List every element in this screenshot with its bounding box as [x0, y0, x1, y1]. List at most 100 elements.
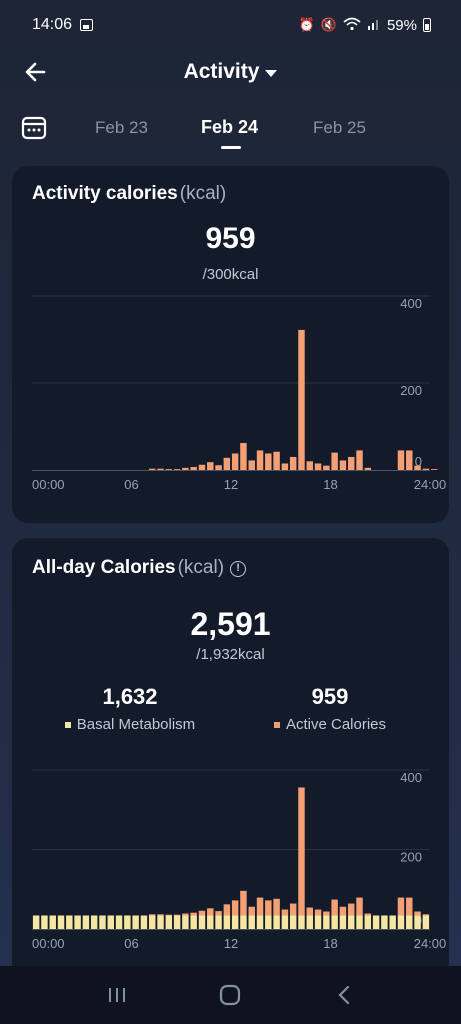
- chart-bar: [66, 915, 73, 929]
- chart-bar: [240, 890, 247, 916]
- chart-bar: [339, 906, 347, 916]
- active-calories-legend: 959 Active Calories: [260, 684, 400, 733]
- chart-bar: [256, 897, 264, 916]
- image-notification-icon: [80, 19, 94, 31]
- chart-bar: [240, 915, 247, 929]
- status-right: ⏰ 🔇 59%: [299, 17, 431, 34]
- chart-bar: [406, 897, 413, 916]
- chart-bar: [289, 903, 297, 916]
- home-icon: [220, 984, 241, 1006]
- chart-bar: [198, 915, 206, 929]
- activity-calories-card[interactable]: Activity calories (kcal) 959 /300kcal 400…: [12, 166, 449, 523]
- chart-bar: [124, 915, 131, 929]
- chart-bar: [248, 906, 255, 916]
- chart-bar: [231, 915, 239, 929]
- y-tick-label: 0: [415, 454, 422, 469]
- home-button[interactable]: [215, 980, 245, 1010]
- chart-bar: [256, 915, 264, 929]
- y-tick-label: 400: [400, 296, 422, 311]
- chart-bar: [323, 465, 330, 470]
- chart-bar: [265, 453, 272, 470]
- activity-card-unit: (kcal): [179, 183, 227, 204]
- chart-bar: [207, 908, 214, 916]
- chart-bar: [207, 915, 214, 929]
- chart-bar: [248, 915, 255, 929]
- activity-calories-chart: 400 200 0 00:00 06 12 18 24:00: [32, 295, 446, 492]
- chart-bar: [406, 915, 413, 929]
- chart-bar: [165, 914, 173, 916]
- active-value: 959: [311, 684, 349, 709]
- chart-bar: [281, 909, 289, 916]
- chart-bar: [82, 915, 90, 929]
- date-tab-next[interactable]: Feb 25: [313, 118, 366, 137]
- chart-bar: [74, 915, 81, 929]
- chart-bar: [231, 453, 239, 470]
- back-button[interactable]: [20, 56, 52, 88]
- date-tab-prev[interactable]: Feb 23: [95, 118, 148, 137]
- chart-bar: [339, 915, 347, 929]
- chart-bar: [215, 465, 222, 470]
- chart-bar: [422, 915, 430, 929]
- chart-bar: [41, 915, 48, 929]
- chart-bar: [198, 464, 206, 470]
- chart-bar: [414, 911, 421, 916]
- chart-bar: [265, 900, 272, 916]
- chart-bar: [414, 465, 421, 470]
- chart-bar: [148, 915, 156, 929]
- alarm-icon: ⏰: [298, 17, 315, 32]
- allday-card-title-text: All-day Calories: [32, 557, 176, 578]
- info-icon[interactable]: !: [230, 561, 247, 577]
- x-tick-label: 12: [224, 477, 238, 492]
- chart-bar: [198, 910, 206, 916]
- chart-bar: [165, 915, 173, 929]
- chart-bar: [223, 915, 231, 929]
- calendar-button[interactable]: [20, 114, 48, 142]
- chart-bar: [182, 913, 189, 916]
- basal-legend-dot: [64, 721, 71, 728]
- chart-bar: [298, 329, 305, 470]
- chart-bar: [182, 467, 189, 470]
- chart-bar: [207, 462, 214, 470]
- mute-icon: 🔇: [320, 17, 337, 32]
- chart-bar: [364, 913, 372, 916]
- chart-bar: [430, 469, 438, 470]
- x-tick-label: 06: [124, 936, 138, 951]
- chart-bar: [148, 914, 156, 916]
- chart-bar: [281, 463, 289, 470]
- chart-bar: [289, 915, 297, 929]
- allday-card-title: All-day Calories (kcal)!: [32, 557, 247, 579]
- app-bar: Activity: [0, 50, 461, 94]
- chart-bar: [314, 909, 322, 916]
- chart-bar: [190, 915, 197, 929]
- allday-card-unit: (kcal): [177, 557, 225, 578]
- x-tick-label: 12: [224, 936, 238, 951]
- chart-bar: [99, 915, 106, 929]
- chart-bar: [323, 911, 330, 916]
- chart-bar: [331, 452, 338, 470]
- active-label-row: Active Calories: [260, 716, 400, 733]
- battery-icon: [423, 18, 431, 32]
- chart-bar: [148, 468, 156, 470]
- chevron-left-icon: [338, 985, 350, 1005]
- y-tick-label: 400: [400, 770, 422, 785]
- date-tab-current[interactable]: Feb 24: [201, 117, 259, 137]
- all-day-calories-card[interactable]: All-day Calories (kcal)! 2,591 /1,932kcal…: [12, 538, 449, 978]
- chart-bar: [157, 468, 164, 470]
- chart-bar: [347, 903, 355, 916]
- chart-bar: [190, 466, 197, 470]
- chart-bar: [215, 911, 222, 916]
- activity-dropdown[interactable]: Activity: [184, 60, 278, 84]
- recent-apps-icon: [108, 988, 125, 1002]
- active-label: Active Calories: [285, 716, 387, 733]
- chart-bar: [306, 907, 314, 916]
- x-tick-label: 00:00: [32, 477, 65, 492]
- x-tick-label: 18: [323, 936, 337, 951]
- chart-bar: [115, 915, 123, 929]
- basal-value: 1,632: [102, 684, 158, 709]
- recent-apps-button[interactable]: [102, 980, 132, 1010]
- chart-bar: [107, 915, 115, 929]
- chart-bar: [389, 915, 396, 929]
- chart-bar: [273, 898, 280, 916]
- back-nav-button[interactable]: [329, 980, 359, 1010]
